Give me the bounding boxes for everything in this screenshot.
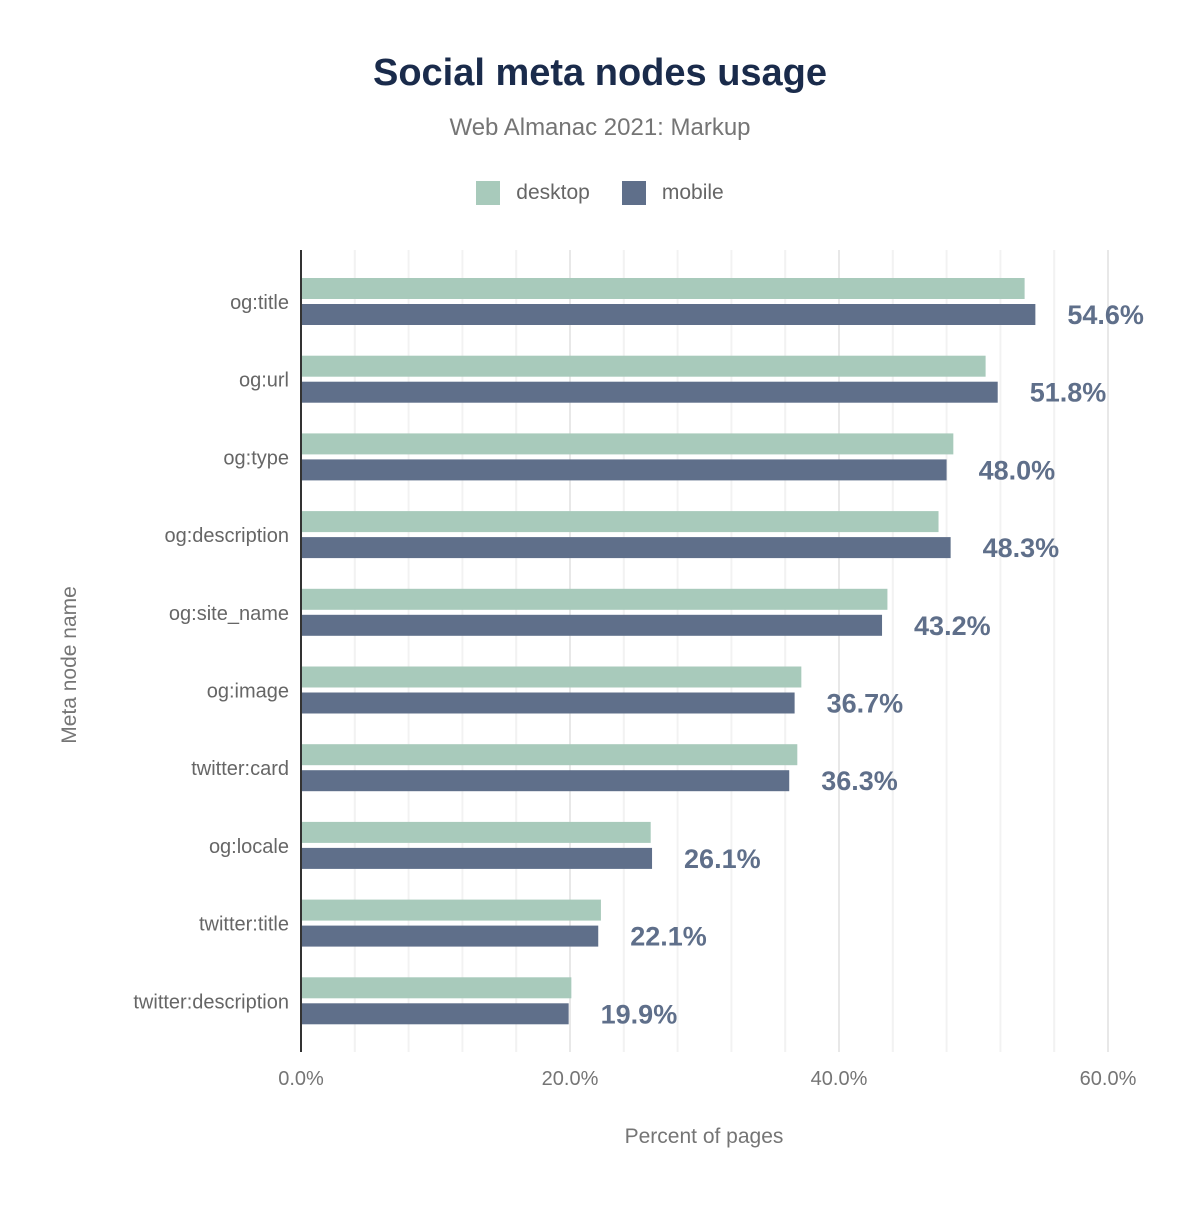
- legend-label-mobile: mobile: [661, 181, 724, 204]
- x-tick-label: 0.0%: [278, 1068, 324, 1090]
- bar-desktop: [301, 355, 986, 377]
- bar-mobile: [301, 847, 653, 869]
- bar-mobile: [301, 925, 599, 947]
- legend-swatch-desktop: [476, 181, 501, 205]
- bar-mobile: [301, 770, 790, 792]
- data-label: 36.7%: [827, 689, 904, 719]
- y-tick-label: og:locale: [209, 836, 289, 858]
- bar-desktop: [301, 744, 798, 766]
- bar-mobile: [301, 614, 883, 636]
- bar-desktop: [301, 821, 651, 843]
- bar-desktop: [301, 899, 601, 921]
- y-tick-label: twitter:title: [199, 914, 289, 936]
- y-axis-title: Meta node name: [58, 586, 81, 744]
- legend: desktop mobile: [0, 181, 1200, 205]
- bar-desktop: [301, 977, 572, 999]
- y-tick-label: og:image: [207, 681, 289, 703]
- legend-item-mobile[interactable]: mobile: [621, 181, 724, 205]
- x-tick-label: 20.0%: [542, 1068, 599, 1090]
- bar-desktop: [301, 278, 1025, 299]
- legend-item-desktop[interactable]: desktop: [476, 181, 590, 205]
- legend-label-desktop: desktop: [516, 181, 590, 204]
- chart-title: Social meta nodes usage: [372, 52, 828, 94]
- bar-desktop: [301, 588, 888, 610]
- y-tick-label: og:url: [239, 370, 289, 392]
- bar-mobile: [301, 537, 951, 559]
- chart-subtitle: Web Almanac 2021: Markup: [449, 114, 751, 141]
- x-axis-title: Percent of pages: [625, 1125, 784, 1148]
- bar-mobile: [301, 381, 998, 403]
- y-tick-label: og:site_name: [169, 603, 289, 625]
- bar-desktop: [301, 666, 802, 688]
- data-label: 51.8%: [1030, 378, 1107, 408]
- bar-mobile: [301, 692, 795, 714]
- bar-mobile: [301, 1003, 569, 1025]
- data-label: 54.6%: [1067, 300, 1144, 330]
- x-tick-label: 60.0%: [1080, 1068, 1137, 1090]
- data-label: 26.1%: [684, 844, 761, 874]
- y-tick-label: twitter:description: [133, 991, 289, 1013]
- bar-mobile: [301, 459, 947, 481]
- data-label: 48.0%: [979, 455, 1056, 485]
- data-label: 22.1%: [630, 922, 707, 952]
- data-label: 36.3%: [821, 766, 898, 796]
- x-tick-label: 40.0%: [811, 1068, 868, 1090]
- y-tick-label: og:description: [164, 525, 289, 547]
- data-label: 48.3%: [983, 533, 1060, 563]
- y-tick-label: og:type: [223, 447, 289, 469]
- bar-desktop: [301, 511, 939, 533]
- y-tick-label: twitter:card: [191, 758, 289, 780]
- data-label: 43.2%: [914, 611, 991, 641]
- legend-swatch-mobile: [621, 181, 646, 205]
- bar-desktop: [301, 433, 954, 455]
- y-tick-label: og:title: [230, 292, 289, 314]
- data-label: 19.9%: [601, 999, 678, 1029]
- bar-mobile: [301, 304, 1036, 325]
